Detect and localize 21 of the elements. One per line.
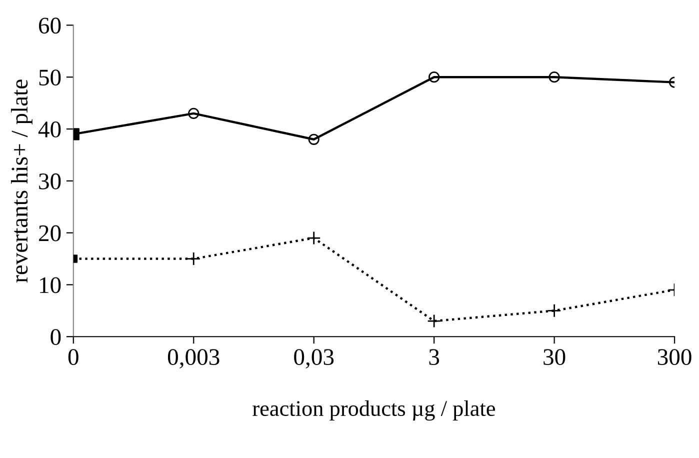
y-tick-label: 10	[40, 277, 61, 294]
x-tick-label: 30	[544, 349, 566, 366]
x-tick-label: 300	[658, 349, 692, 366]
point	[427, 314, 442, 328]
y-tick-label: 20	[39, 225, 61, 242]
x-tick-label: 0,03	[294, 349, 334, 368]
x-tick-label: 0	[68, 349, 78, 366]
x-tick-label: 3	[429, 349, 440, 366]
x-axis-title: reaction products µg / plate	[252, 400, 495, 421]
y-tick-label: 50	[39, 70, 61, 86]
point	[188, 108, 200, 119]
y-axis-title: revertants his+ / plate	[11, 80, 32, 282]
y-tick-label: 0	[50, 329, 61, 346]
point	[428, 72, 440, 83]
point	[186, 252, 201, 266]
x-tick-label: 0,003	[168, 349, 220, 368]
y-tick-label: 60	[38, 18, 61, 34]
y-tick-label: 30	[39, 173, 61, 190]
point	[306, 231, 321, 245]
point	[308, 134, 320, 145]
y-tick-label: 40	[38, 121, 61, 138]
